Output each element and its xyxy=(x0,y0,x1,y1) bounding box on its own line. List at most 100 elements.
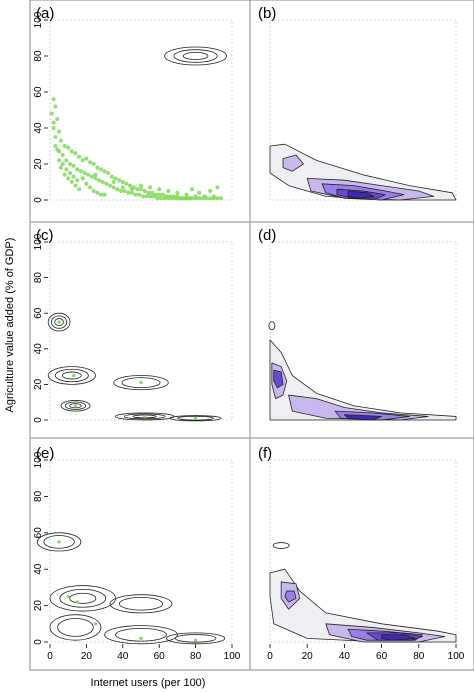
data-point xyxy=(184,192,189,197)
data-point xyxy=(84,156,89,161)
data-point xyxy=(73,183,78,188)
contour-line xyxy=(166,632,226,645)
x-tick-label: 80 xyxy=(190,651,202,662)
data-point xyxy=(180,196,185,201)
data-point xyxy=(126,190,131,195)
y-tick-label: 40 xyxy=(33,563,44,575)
data-point xyxy=(100,180,105,184)
data-point xyxy=(159,196,164,201)
x-tick-label: 40 xyxy=(339,651,351,662)
data-point xyxy=(135,187,140,192)
contour-line xyxy=(47,312,71,332)
contour-line xyxy=(60,400,91,412)
contour-line xyxy=(182,52,209,61)
data-point xyxy=(93,622,98,626)
y-tick-label: 40 xyxy=(33,343,44,355)
data-point xyxy=(93,176,98,181)
contour-line xyxy=(173,49,218,63)
data-point xyxy=(69,180,74,184)
data-point xyxy=(215,185,220,190)
data-point xyxy=(139,381,143,385)
x-tick-label: 60 xyxy=(376,651,388,662)
density-contour xyxy=(282,154,304,172)
x-tick-label: 100 xyxy=(448,651,465,662)
data-point xyxy=(120,185,125,190)
data-point xyxy=(75,167,80,172)
plot-box xyxy=(49,19,233,201)
data-point xyxy=(66,145,71,150)
data-point xyxy=(120,180,125,184)
x-tick-label: 0 xyxy=(267,651,273,662)
panel-label-d: (d) xyxy=(258,227,276,244)
data-point xyxy=(177,196,182,201)
data-point xyxy=(148,185,153,190)
density-contour xyxy=(381,634,416,641)
data-point xyxy=(109,174,114,179)
panel-label-f: (f) xyxy=(258,445,272,462)
density-contour xyxy=(273,369,284,389)
data-point xyxy=(51,126,56,130)
data-point xyxy=(71,174,76,179)
plot-box xyxy=(49,459,233,643)
panel-label-b: (b) xyxy=(258,5,276,22)
y-tick-label: 100 xyxy=(33,11,44,28)
contour-line xyxy=(64,401,87,410)
x-tick-label: 20 xyxy=(81,651,93,662)
data-point xyxy=(166,189,171,193)
x-tick-label: 100 xyxy=(224,651,241,662)
data-point xyxy=(86,172,91,177)
data-point xyxy=(68,171,73,175)
panel-c: 0 20 40 60 80 100 xyxy=(33,233,233,423)
data-point xyxy=(58,138,63,143)
density-contour xyxy=(347,190,375,199)
data-point xyxy=(60,153,65,157)
data-point xyxy=(57,129,62,134)
data-point xyxy=(49,111,54,116)
y-tick-label: 80 xyxy=(33,490,44,502)
data-point xyxy=(51,120,56,125)
data-point xyxy=(68,162,73,166)
data-point xyxy=(149,190,154,195)
data-point xyxy=(66,176,71,181)
contour-line xyxy=(177,415,214,421)
contour-line xyxy=(54,318,64,327)
contour-line xyxy=(118,597,164,611)
data-point xyxy=(55,117,60,121)
data-point xyxy=(184,196,189,201)
data-point xyxy=(93,172,98,177)
data-point xyxy=(124,181,129,186)
data-point xyxy=(129,187,134,192)
data-point xyxy=(72,373,76,378)
data-point xyxy=(139,183,143,188)
data-point xyxy=(202,194,207,199)
data-point xyxy=(62,144,67,148)
y-tick-label: 80 xyxy=(33,272,44,284)
contour-line xyxy=(121,377,161,389)
data-point xyxy=(95,190,100,195)
data-point xyxy=(219,196,224,201)
contour-line xyxy=(43,535,75,549)
panel-label-e: (e) xyxy=(36,445,54,462)
x-tick-label: 40 xyxy=(117,651,129,662)
data-point xyxy=(133,192,138,197)
data-point xyxy=(193,194,198,199)
y-tick-label: 100 xyxy=(33,451,44,468)
x-axis-label: Internet users (per 100) xyxy=(91,677,206,689)
data-point xyxy=(148,194,153,199)
data-point xyxy=(80,176,85,181)
data-point xyxy=(143,414,147,419)
data-point xyxy=(137,192,142,197)
y-tick-label: 60 xyxy=(33,527,44,539)
y-tick-label: 60 xyxy=(33,307,44,319)
data-point xyxy=(91,189,96,193)
data-point xyxy=(51,97,56,102)
data-point xyxy=(144,194,149,199)
contour-line xyxy=(272,542,290,549)
y-tick-label: 20 xyxy=(33,600,44,612)
data-point xyxy=(82,171,87,175)
data-point xyxy=(111,180,116,184)
data-point xyxy=(97,178,102,183)
data-point xyxy=(194,638,198,642)
contour-line xyxy=(47,366,96,385)
data-point xyxy=(140,194,145,199)
